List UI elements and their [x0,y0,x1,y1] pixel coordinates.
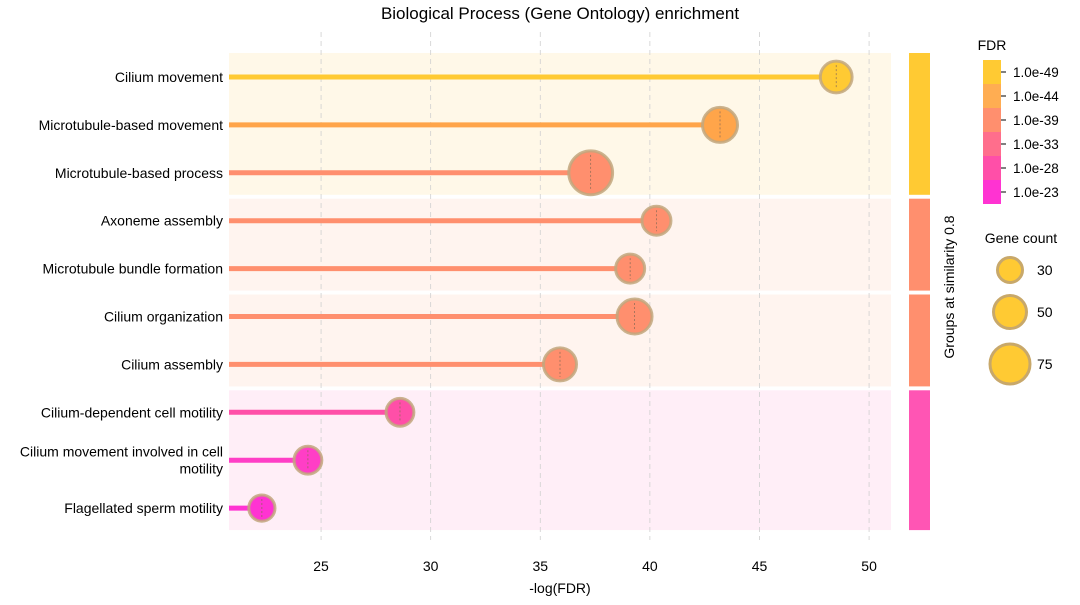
group-band [229,198,891,291]
category-label: Cilium assembly [121,356,223,372]
lollipop-dot [614,252,647,285]
group-bar [909,294,930,387]
fdr-legend-swatch [983,180,1001,204]
group-bar [909,198,930,291]
lollipop-dot [818,59,854,95]
category-label: Cilium-dependent cell motility [41,404,223,420]
x-axis-label: -log(FDR) [529,580,590,596]
lollipop-stems [229,74,837,511]
x-tick-label: 40 [642,558,658,574]
category-label: Microtubule-based movement [39,117,224,133]
fdr-legend: FDR 1.0e-49 1.0e-44 1.0e-39 1.0e-33 1.0e-28 1… [978,37,1059,204]
category-label: Cilium movement [115,69,223,85]
gene-count-legend-label: 75 [1037,356,1053,372]
fdr-legend-swatch [983,84,1001,108]
fdr-legend-label: 1.0e-49 [1013,65,1059,80]
fdr-legend-swatch [983,132,1001,156]
lollipop-dots [247,59,854,523]
group-bars [909,53,930,531]
x-tick-label: 50 [861,558,877,574]
category-label: Microtubule-based process [55,165,223,181]
x-tick-label: 30 [423,558,439,574]
x-tick-label: 45 [752,558,768,574]
category-labels: Cilium movement Microtubule-based movemen… [20,69,223,516]
fdr-legend-label: 1.0e-28 [1013,161,1059,176]
lollipop-dot [640,204,673,237]
group-bar [909,390,930,531]
fdr-legend-swatch [983,156,1001,180]
fdr-legend-swatch [983,60,1001,84]
group-axis-label: Groups at similarity 0.8 [941,215,957,358]
fdr-legend-swatch [983,108,1001,132]
fdr-legend-label: 1.0e-33 [1013,137,1059,152]
x-tick-label: 35 [532,558,548,574]
gene-count-legend-title: Gene count [985,230,1057,246]
category-label: Cilium movement involved in cell motility [20,444,223,477]
fdr-legend-label: 1.0e-44 [1013,89,1059,104]
x-tick-label: 25 [313,558,329,574]
gene-count-legend: Gene count 30 50 75 [985,230,1057,386]
gene-count-legend-circle [996,256,1024,284]
x-tick-labels: 25 30 35 40 45 50 [313,558,877,574]
fdr-legend-title: FDR [978,37,1007,53]
gene-count-legend-circle [988,342,1032,386]
group-bar [909,53,930,195]
category-label: Flagellated sperm motility [64,500,223,516]
fdr-legend-label: 1.0e-39 [1013,113,1059,128]
gene-count-legend-label: 30 [1037,262,1053,278]
fdr-legend-label: 1.0e-23 [1013,185,1059,200]
category-label: Microtubule bundle formation [42,261,223,277]
category-label: Axoneme assembly [101,213,223,229]
gene-count-legend-label: 50 [1037,304,1053,320]
chart-title: Biological Process (Gene Ontology) enric… [381,4,739,23]
gene-count-legend-circle [992,294,1028,330]
category-label: Cilium organization [104,309,223,325]
